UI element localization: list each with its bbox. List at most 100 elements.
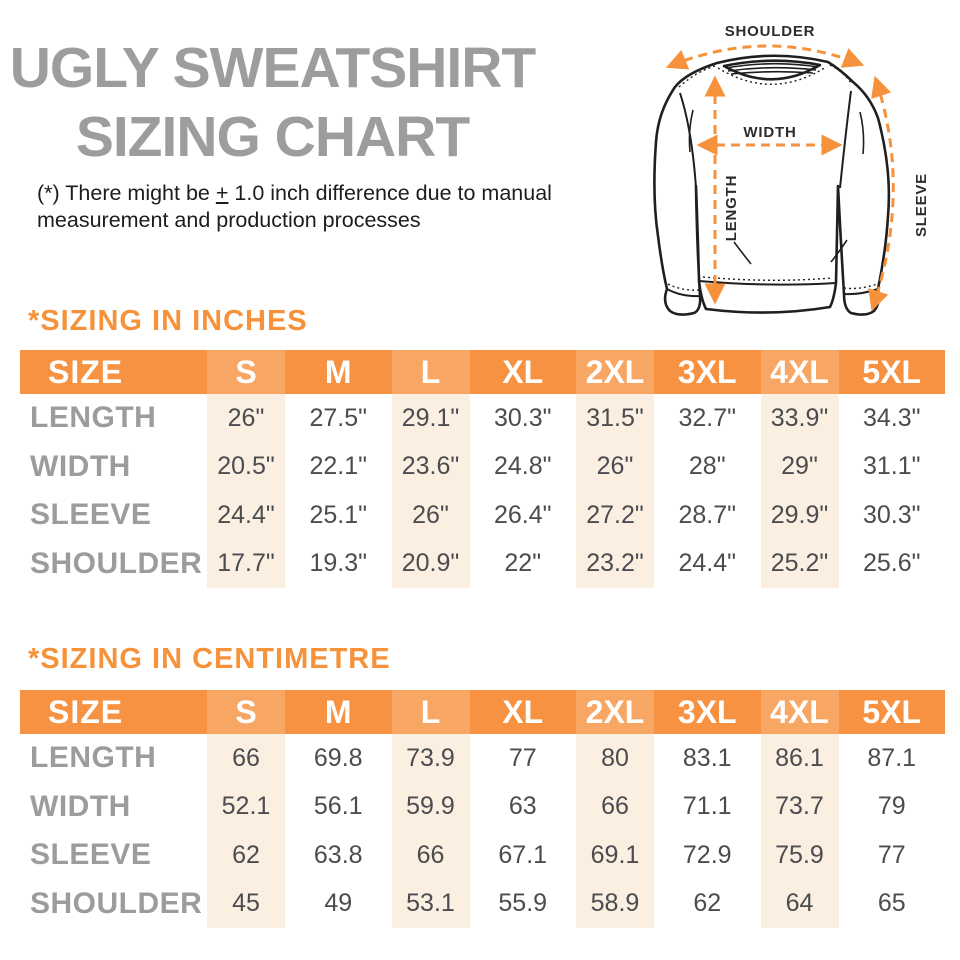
cell-length-s: 66: [207, 734, 299, 783]
cell-length-2xl: 80: [576, 734, 668, 783]
cell-width-l: 59.9: [391, 782, 484, 831]
row-label-width: WIDTH: [30, 789, 131, 823]
cell-length-xl: 77: [508, 743, 537, 772]
cell-width-2xl: 66: [576, 782, 668, 831]
row-label-length: LENGTH: [30, 401, 157, 435]
column-header-4xl: 4XL: [760, 350, 853, 394]
sleeve-arrow: [868, 75, 895, 312]
cell-shoulder-2xl: 58.9: [576, 879, 668, 928]
right-sleeve-seam: [839, 90, 852, 189]
right-shoulder-stitching: [829, 64, 852, 84]
cell-length-s: 26": [207, 394, 299, 443]
cell-shoulder-m: 49: [324, 889, 353, 918]
cell-width-xl: 24.8": [493, 452, 552, 481]
cell-width-m: 22.1": [309, 452, 368, 481]
cell-shoulder-l: 20.9": [391, 539, 484, 588]
column-header-5xl: 5XL: [852, 690, 945, 734]
cell-sleeve-4xl: 75.9: [760, 831, 853, 880]
cell-width-l: 23.6": [391, 442, 484, 491]
cell-width-m: 56.1: [313, 792, 363, 821]
cell-sleeve-l: 26": [391, 491, 484, 540]
row-label-sleeve: SLEEVE: [30, 498, 152, 532]
cell-sleeve-xl: 67.1: [498, 840, 548, 869]
cell-shoulder-2xl: 23.2": [576, 539, 668, 588]
cell-sleeve-xl: 26.4": [493, 500, 552, 529]
cell-shoulder-s: 17.7": [207, 539, 299, 588]
cell-width-4xl: 29": [760, 442, 853, 491]
row-label-shoulder: SHOULDER: [30, 886, 203, 920]
row-label-length: LENGTH: [30, 741, 157, 775]
section-heading-inches: *SIZING IN INCHES: [28, 305, 308, 337]
cell-width-5xl: 31.1": [862, 452, 921, 481]
row-label-width: WIDTH: [30, 449, 131, 483]
waistband-stitching: [702, 276, 833, 281]
disclaimer-text: (*) There might be + 1.0 inch difference…: [37, 180, 637, 233]
disclaimer-prefix: (*) There might be: [37, 181, 216, 205]
cell-sleeve-3xl: 72.9: [682, 840, 732, 869]
column-header-l: L: [391, 350, 484, 394]
sweatshirt-outline: [653, 54, 891, 316]
cell-length-3xl: 32.7": [678, 403, 737, 432]
column-header-s: S: [207, 350, 300, 394]
column-header-s: S: [207, 690, 300, 734]
cell-shoulder-m: 19.3": [309, 549, 368, 578]
left-shoulder-stitching: [677, 65, 716, 89]
column-header-m: M: [299, 690, 392, 734]
column-header-3xl: 3XL: [668, 690, 761, 734]
shoulder-arrow: [665, 44, 865, 70]
cell-width-4xl: 73.7: [760, 782, 853, 831]
size-column-header: SIZE: [20, 350, 207, 394]
title-line1: UGLY SWEATSHIRT: [9, 36, 537, 100]
cell-shoulder-xl: 22": [504, 549, 542, 578]
left-cuff-line: [666, 288, 701, 298]
cell-width-xl: 63: [508, 792, 537, 821]
cell-shoulder-5xl: 65: [877, 889, 906, 918]
cell-length-5xl: 34.3": [862, 403, 921, 432]
cell-length-4xl: 86.1: [760, 734, 853, 783]
cell-length-3xl: 83.1: [682, 743, 732, 772]
cell-shoulder-l: 53.1: [391, 879, 484, 928]
cell-shoulder-5xl: 25.6": [862, 549, 921, 578]
left-armpit-fold: [733, 241, 752, 265]
size-column-header: SIZE: [20, 690, 207, 734]
sizing-table-centimetre: SIZE S M L XL 2XL 3XL 4XL 5XL LENGTH 66 69.8 73.9 77 8…: [20, 690, 945, 928]
cell-shoulder-s: 45: [207, 879, 299, 928]
cell-length-xl: 30.3": [493, 403, 552, 432]
cell-shoulder-3xl: 62: [693, 889, 722, 918]
cell-width-s: 52.1: [207, 782, 299, 831]
sizing-table-inches: SIZE S M L XL 2XL 3XL 4XL 5XL LENGTH 26" 27.5" 29.1"…: [20, 350, 945, 588]
column-header-4xl: 4XL: [760, 690, 853, 734]
width-label: WIDTH: [743, 124, 796, 141]
sweatshirt-measurement-diagram: SHOULDER WIDTH LENGTH SLEEVE: [653, 23, 930, 316]
left-sleeve-fold: [688, 109, 694, 153]
column-header-3xl: 3XL: [668, 350, 761, 394]
cell-sleeve-2xl: 27.2": [576, 491, 668, 540]
column-header-xl: XL: [483, 350, 576, 394]
shoulder-label: SHOULDER: [725, 23, 816, 40]
collar-rib-3: [730, 70, 814, 75]
right-sleeve-fold: [859, 111, 865, 155]
cell-sleeve-s: 62: [207, 831, 299, 880]
cell-sleeve-5xl: 77: [877, 840, 906, 869]
cell-sleeve-4xl: 29.9": [760, 491, 853, 540]
cell-width-s: 20.5": [207, 442, 299, 491]
cell-shoulder-4xl: 64: [760, 879, 853, 928]
column-header-l: L: [391, 690, 484, 734]
length-label: LENGTH: [723, 175, 740, 241]
cell-shoulder-4xl: 25.2": [760, 539, 853, 588]
cell-shoulder-xl: 55.9: [498, 889, 548, 918]
cell-sleeve-3xl: 28.7": [678, 500, 737, 529]
cell-length-5xl: 87.1: [867, 743, 917, 772]
cell-width-2xl: 26": [576, 442, 668, 491]
cell-length-l: 29.1": [391, 394, 484, 443]
cell-length-2xl: 31.5": [576, 394, 668, 443]
page-title: UGLY SWEATSHIRT SIZING CHART: [0, 34, 545, 172]
cell-sleeve-5xl: 30.3": [862, 500, 921, 529]
cell-sleeve-2xl: 69.1: [576, 831, 668, 880]
column-header-2xl: 2XL: [576, 350, 669, 394]
right-armpit-fold: [830, 239, 848, 263]
plus-minus-sign: +: [215, 181, 229, 205]
column-header-2xl: 2XL: [576, 690, 669, 734]
cell-sleeve-m: 63.8: [313, 840, 363, 869]
row-label-shoulder: SHOULDER: [30, 546, 203, 580]
